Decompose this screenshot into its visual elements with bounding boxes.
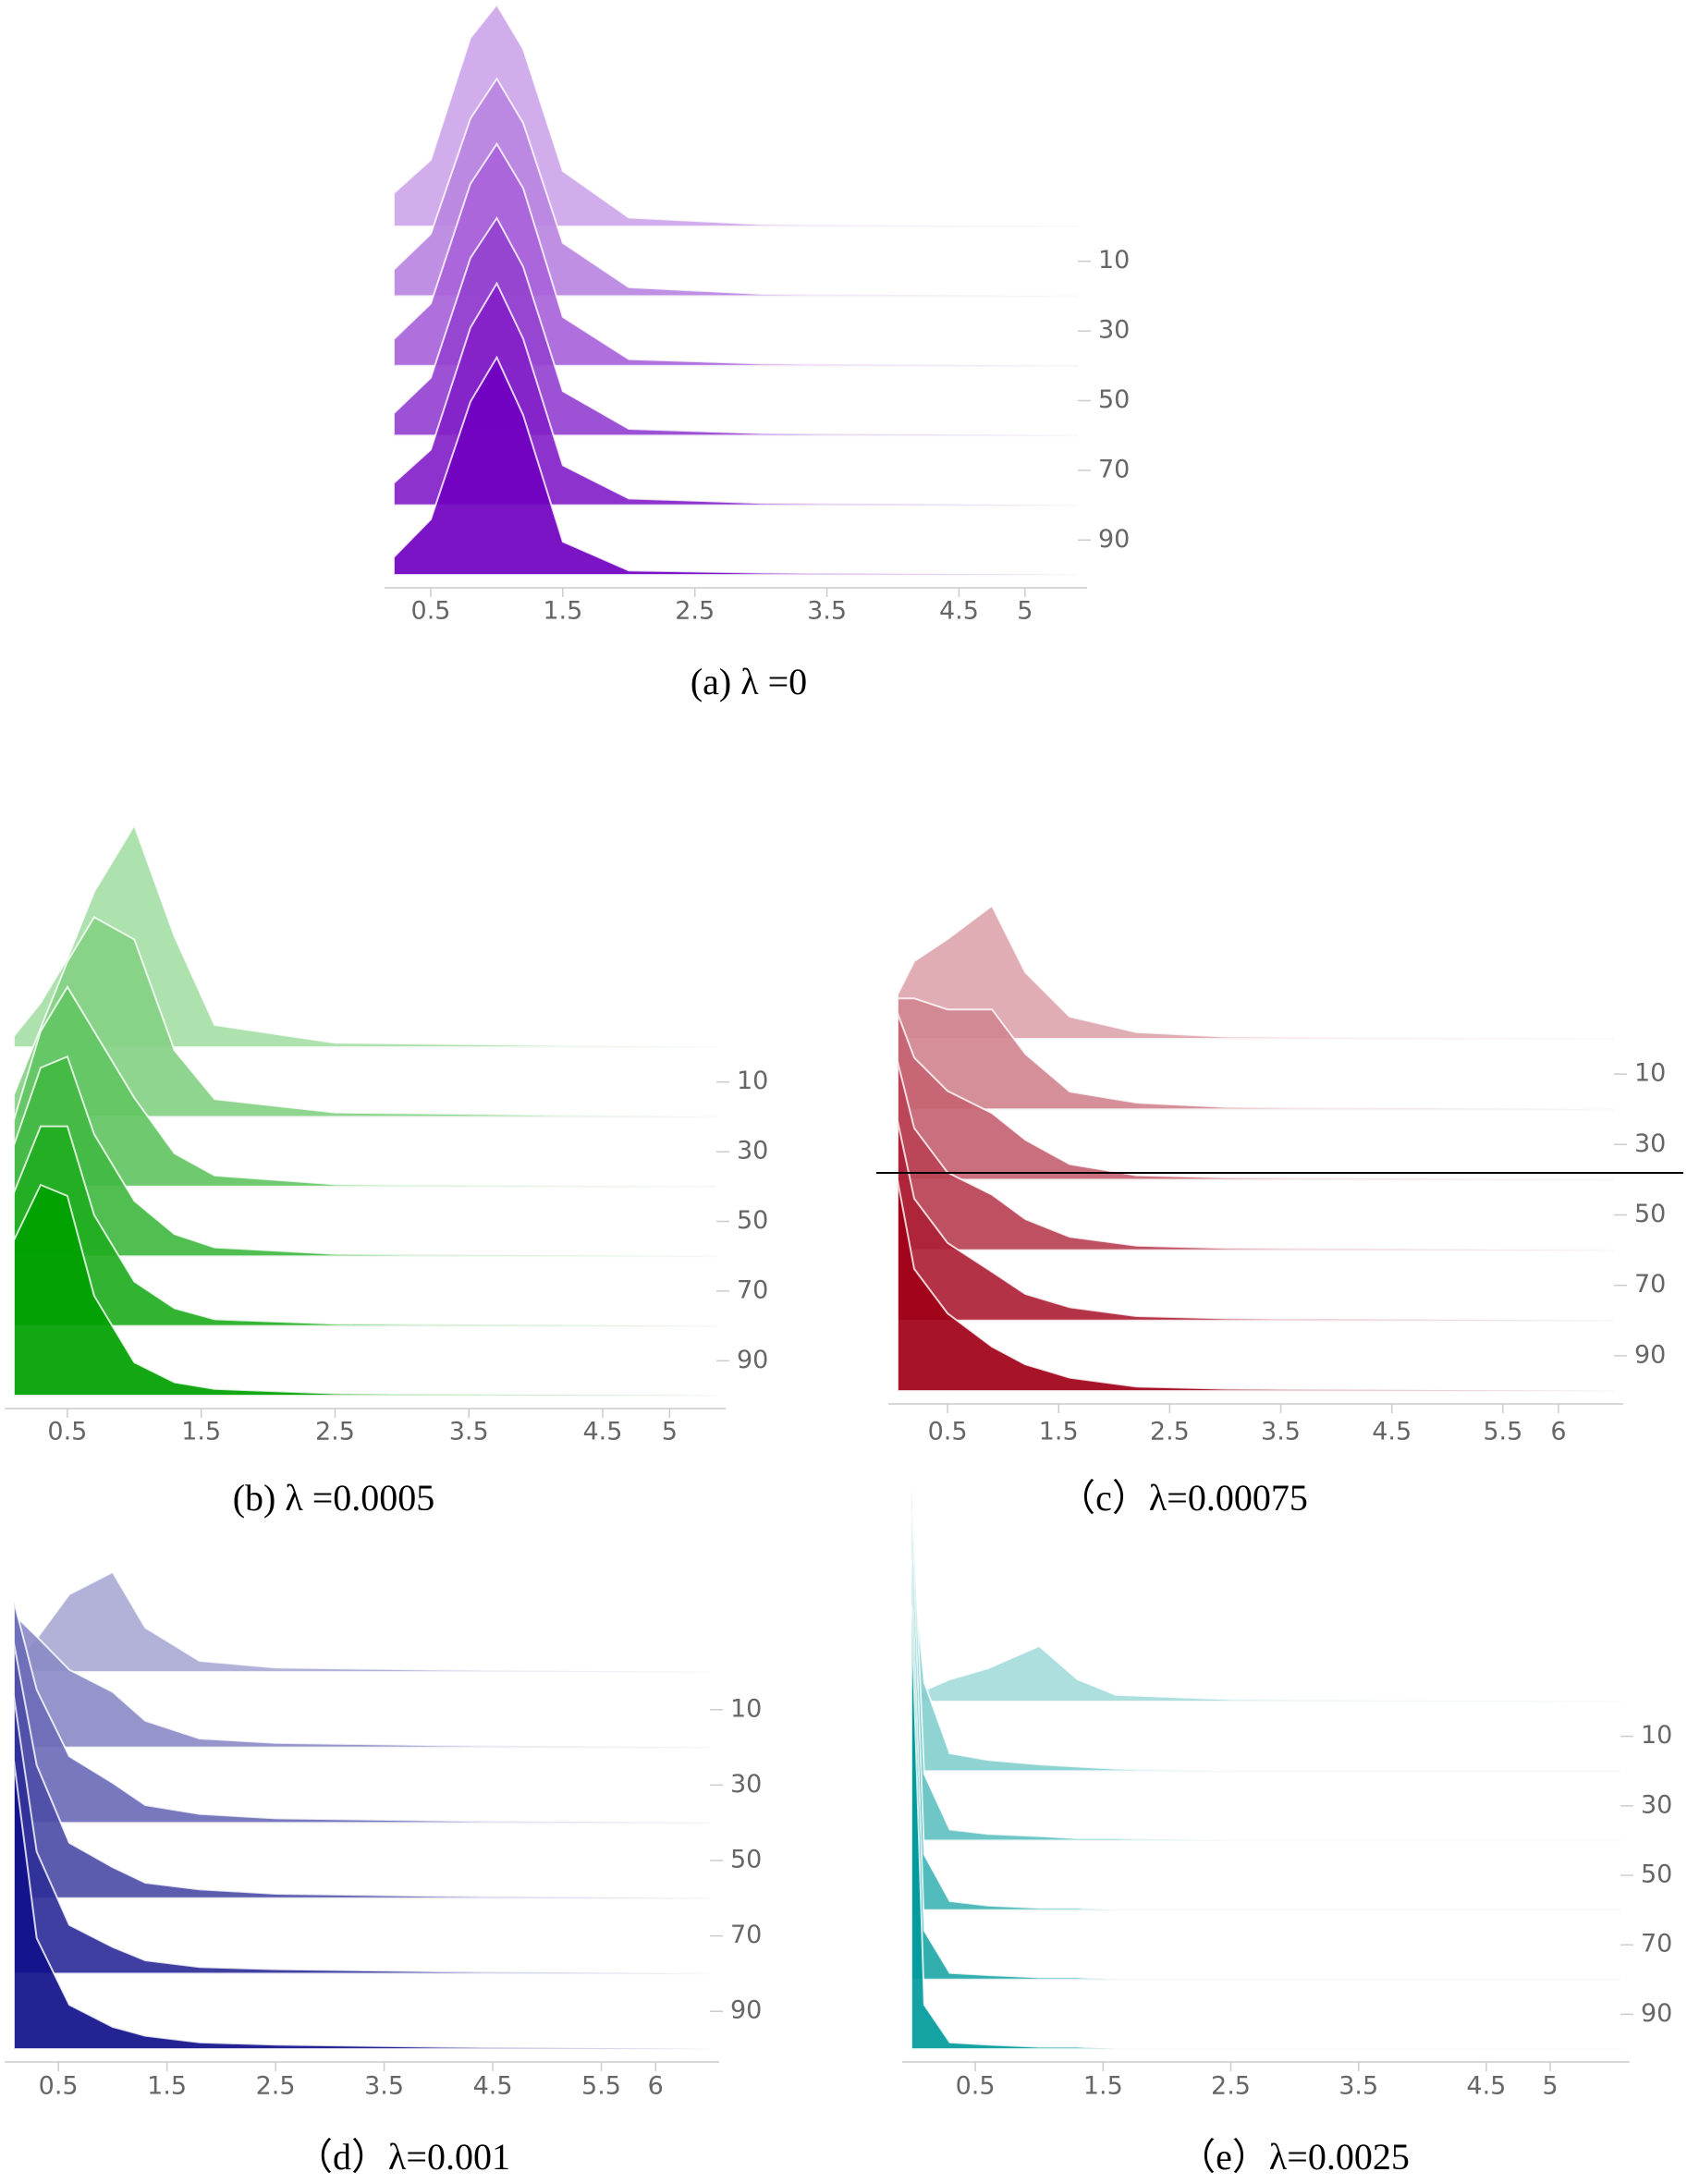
- caption: （e）λ=0.0025: [1179, 2136, 1410, 2178]
- y-tick-label: 90: [1634, 1340, 1666, 1369]
- x-tick-label: 4.5: [1372, 1418, 1412, 1446]
- x-tick-label: 4.5: [939, 597, 979, 626]
- y-tick-label: 10: [1634, 1059, 1666, 1088]
- x-tick-label: 5: [1017, 597, 1033, 626]
- x-tick-label: 2.5: [256, 2072, 296, 2101]
- x-tick-label: 0.5: [956, 2072, 996, 2101]
- y-tick-label: 50: [1641, 1861, 1672, 1889]
- x-tick-label: 0.5: [39, 2072, 79, 2101]
- y-tick-label: 50: [730, 1846, 762, 1874]
- ridge: [13, 1183, 717, 1397]
- x-tick-label: 4.5: [473, 2072, 513, 2101]
- x-tick-label: 3.5: [1339, 2072, 1378, 2101]
- y-tick-label: 90: [737, 1346, 768, 1374]
- y-tick-label: 30: [1098, 316, 1130, 345]
- x-tick-label: 3.5: [807, 597, 847, 626]
- ridge: [911, 1485, 1620, 1842]
- y-tick-label: 30: [1634, 1129, 1666, 1158]
- x-tick-label: 2.5: [1150, 1418, 1190, 1446]
- x-tick-label: 6: [1550, 1418, 1566, 1446]
- ridge: [13, 1696, 711, 1975]
- y-tick-label: 50: [1634, 1200, 1666, 1228]
- x-tick-label: 1.5: [181, 1418, 221, 1446]
- ridge: [909, 1644, 1621, 1702]
- ridge: [911, 1549, 1620, 1773]
- x-tick-label: 5: [1542, 2072, 1558, 2101]
- ridge: [13, 1600, 711, 1824]
- x-tick-label: 4.5: [582, 1418, 622, 1446]
- y-tick-label: 50: [737, 1206, 768, 1235]
- y-tick-label: 30: [1641, 1790, 1672, 1819]
- y-tick-label: 90: [730, 1996, 762, 2025]
- x-tick-label: 3.5: [364, 2072, 404, 2101]
- ridge: [897, 997, 1615, 1111]
- x-tick-label: 2.5: [675, 597, 715, 626]
- x-tick-label: 3.5: [449, 1418, 489, 1446]
- ridge: [13, 1760, 711, 2050]
- y-tick-label: 70: [737, 1275, 768, 1304]
- x-tick-label: 4.5: [1466, 2072, 1506, 2101]
- y-tick-label: 50: [1098, 385, 1130, 414]
- ridge: [13, 823, 717, 1048]
- y-tick-label: 70: [730, 1921, 762, 1949]
- y-tick-label: 10: [737, 1067, 768, 1095]
- ridge: [13, 1642, 711, 1899]
- ridge: [911, 1510, 1620, 1911]
- y-tick-label: 30: [730, 1770, 762, 1799]
- y-tick-label: 70: [1098, 455, 1130, 483]
- y-tick-label: 10: [1641, 1721, 1672, 1750]
- x-tick-label: 0.5: [47, 1418, 87, 1446]
- x-tick-label: 0.5: [411, 597, 451, 626]
- y-tick-label: 90: [1098, 525, 1130, 554]
- caption: (a) λ =0: [691, 661, 807, 702]
- x-tick-label: 2.5: [315, 1418, 355, 1446]
- ridge: [897, 1061, 1615, 1251]
- y-tick-label: 70: [1641, 1930, 1672, 1958]
- y-tick-label: 10: [730, 1694, 762, 1723]
- ridge: [911, 1604, 1620, 2050]
- x-tick-label: 1.5: [147, 2072, 187, 2101]
- x-tick-label: 6: [648, 2072, 664, 2101]
- x-tick-label: 5: [662, 1418, 678, 1446]
- ridge: [13, 1612, 711, 1749]
- caption: (b) λ =0.0005: [233, 1477, 435, 1519]
- x-tick-label: 3.5: [1261, 1418, 1301, 1446]
- x-tick-label: 0.5: [928, 1418, 968, 1446]
- y-tick-label: 70: [1634, 1270, 1666, 1299]
- x-tick-label: 2.5: [1211, 2072, 1251, 2101]
- x-tick-label: 5.5: [1483, 1418, 1522, 1446]
- ridge: [911, 1557, 1620, 1981]
- y-tick-label: 30: [737, 1137, 768, 1165]
- x-tick-label: 5.5: [581, 2072, 621, 2101]
- ridge: [897, 1179, 1615, 1392]
- ridge: [897, 1013, 1615, 1181]
- caption: （d）λ=0.001: [296, 2136, 510, 2178]
- y-tick-label: 10: [1098, 246, 1130, 275]
- x-tick-label: 1.5: [1039, 1418, 1079, 1446]
- caption: （c）λ=0.00075: [1058, 1477, 1308, 1519]
- x-tick-label: 1.5: [543, 597, 582, 626]
- ridge: [393, 355, 1079, 576]
- x-tick-label: 1.5: [1083, 2072, 1123, 2101]
- y-tick-label: 90: [1641, 1999, 1672, 2028]
